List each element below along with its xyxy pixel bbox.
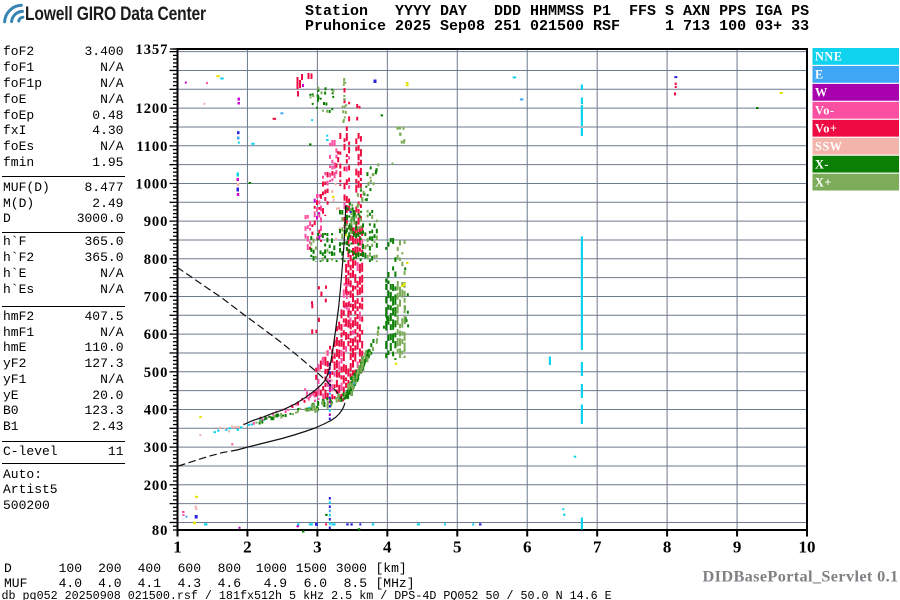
svg-text:700: 700 [144,290,169,306]
svg-text:8: 8 [663,538,672,557]
svg-text:X+: X+ [815,175,832,189]
svg-text:Vo-: Vo- [815,104,835,118]
svg-text:1200: 1200 [136,101,169,117]
svg-text:4: 4 [383,538,392,557]
svg-text:10: 10 [799,538,816,557]
svg-text:7: 7 [593,538,602,557]
svg-text:6: 6 [523,538,532,557]
svg-text:1: 1 [173,538,182,557]
svg-text:500: 500 [144,365,169,381]
svg-text:400: 400 [144,403,169,419]
svg-text:Vo+: Vo+ [815,122,837,136]
svg-text:DIDBasePortal_Servlet 0.1: DIDBasePortal_Servlet 0.1 [703,567,899,586]
svg-text:1000: 1000 [136,177,169,193]
svg-text:1100: 1100 [136,139,168,155]
svg-text:800: 800 [144,252,169,268]
svg-text:9: 9 [733,538,742,557]
svg-text:5: 5 [453,538,462,557]
svg-text:NNE: NNE [815,50,842,64]
svg-text:1357: 1357 [136,42,169,58]
svg-text:SSW: SSW [815,140,843,154]
svg-text:80: 80 [152,523,168,539]
svg-text:200: 200 [144,478,169,494]
svg-text:900: 900 [144,214,169,230]
svg-text:600: 600 [144,327,169,343]
svg-text:X-: X- [815,157,829,171]
svg-text:W: W [815,86,828,100]
svg-text:3: 3 [313,538,322,557]
svg-text:300: 300 [144,440,169,456]
svg-text:2: 2 [243,538,252,557]
svg-text:E: E [815,68,824,82]
